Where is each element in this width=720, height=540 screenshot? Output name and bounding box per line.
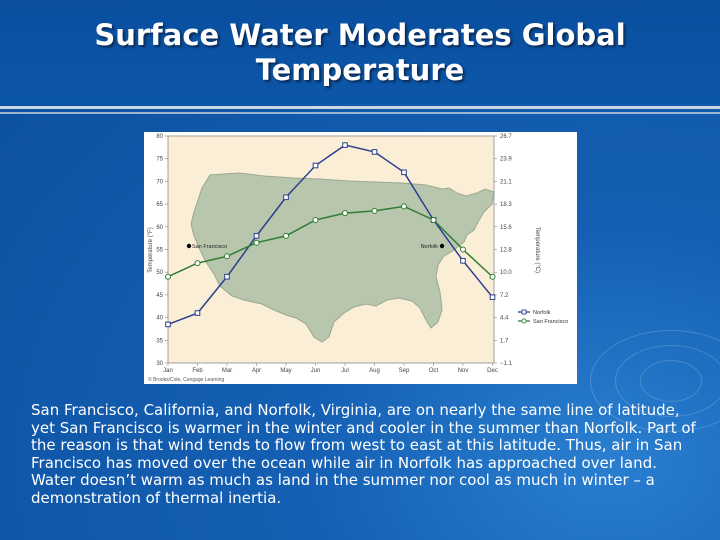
y-axis-title-left: Temperature (°F) bbox=[148, 227, 154, 272]
y-tick-label-right: 1.7 bbox=[500, 338, 509, 344]
x-tick-label: Jun bbox=[311, 368, 321, 374]
data-point-san-francisco bbox=[224, 253, 230, 260]
y-tick-label-right: 26.7 bbox=[500, 134, 512, 140]
y-tick-label-left: 80 bbox=[156, 134, 163, 140]
legend-marker-norfolk bbox=[521, 309, 527, 315]
y-tick-label-left: 70 bbox=[156, 179, 163, 185]
data-point-norfolk bbox=[371, 149, 378, 155]
y-tick-label-right: 4.4 bbox=[500, 316, 509, 322]
city-marker-san-francisco bbox=[186, 243, 192, 249]
y-tick-label-left: 45 bbox=[156, 293, 163, 299]
series-line-norfolk bbox=[167, 144, 494, 326]
data-point-norfolk bbox=[165, 321, 171, 328]
data-point-san-francisco bbox=[312, 216, 319, 223]
title-rule bbox=[0, 106, 720, 109]
x-tick-label: Apr bbox=[252, 368, 261, 374]
y-axis-title-right: Temperature (°C) bbox=[534, 227, 540, 273]
body-paragraph: San Francisco, California, and Norfolk, … bbox=[31, 401, 696, 507]
data-point-san-francisco bbox=[194, 260, 201, 267]
data-point-san-francisco bbox=[253, 239, 260, 246]
data-point-norfolk bbox=[342, 142, 348, 148]
y-tick-label-left: 75 bbox=[156, 157, 163, 163]
y-tick-label-left: 55 bbox=[156, 248, 163, 254]
data-point-san-francisco bbox=[489, 273, 496, 280]
temperature-chart: 80 75 70 65 60 55 50 45 40 35 30 26.7 23.9 21.1 18.3 15… bbox=[148, 134, 568, 383]
x-tick-label: Feb bbox=[192, 368, 203, 374]
us-map-land bbox=[190, 172, 495, 343]
city-label-norfolk: Norfolk bbox=[421, 244, 439, 250]
axes-layer: 80 75 70 65 60 55 50 45 40 35 30 26.7 23.9 21.1 18.3 15… bbox=[148, 134, 540, 374]
y-tick-label-left: 30 bbox=[156, 361, 163, 367]
legend-label: San Francisco bbox=[533, 319, 568, 325]
data-point-san-francisco bbox=[430, 216, 437, 223]
x-tick-label: Nov bbox=[458, 368, 469, 374]
chart-panel: 80 75 70 65 60 55 50 45 40 35 30 26.7 23.9 21.1 18.3 15… bbox=[144, 132, 577, 384]
y-tick-label-left: 40 bbox=[156, 316, 163, 322]
y-tick-label-right: 12.8 bbox=[500, 248, 512, 254]
data-point-san-francisco bbox=[165, 273, 171, 280]
data-point-norfolk bbox=[194, 310, 201, 316]
data-point-san-francisco bbox=[460, 246, 466, 253]
y-tick-label-left: 35 bbox=[156, 338, 163, 344]
data-point-norfolk bbox=[460, 258, 466, 264]
data-point-norfolk bbox=[312, 162, 319, 169]
x-tick-label: Mar bbox=[222, 368, 232, 374]
y-tick-label-left: 50 bbox=[156, 270, 163, 276]
y-tick-label-right: 23.9 bbox=[500, 157, 512, 163]
x-tick-label: Oct bbox=[429, 368, 439, 374]
data-point-norfolk bbox=[253, 233, 260, 239]
x-tick-label: May bbox=[280, 368, 291, 374]
city-marker-norfolk bbox=[439, 243, 445, 249]
x-tick-label: Dec bbox=[487, 368, 498, 374]
title-rule-thin bbox=[0, 112, 720, 114]
city-label-san-francisco: San Francisco bbox=[192, 244, 227, 250]
data-point-norfolk bbox=[489, 294, 496, 300]
data-point-san-francisco bbox=[342, 210, 348, 217]
data-point-san-francisco bbox=[283, 232, 289, 239]
y-tick-label-right: 10.0 bbox=[500, 270, 512, 276]
y-tick-label-right: 7.2 bbox=[500, 293, 509, 299]
y-tick-label-right: 21.1 bbox=[500, 179, 512, 185]
x-tick-label: Sep bbox=[399, 368, 410, 374]
data-point-san-francisco bbox=[371, 207, 378, 214]
y-tick-label-left: 65 bbox=[156, 202, 163, 208]
series-line-san-francisco bbox=[167, 205, 494, 278]
y-tick-label-right: 15.6 bbox=[500, 225, 512, 231]
data-point-norfolk bbox=[401, 169, 407, 176]
series-layer bbox=[165, 142, 496, 328]
data-point-san-francisco bbox=[401, 203, 407, 210]
y-tick-label-right: 18.3 bbox=[500, 202, 512, 208]
data-point-norfolk bbox=[224, 273, 230, 280]
y-tick-label-left: 60 bbox=[156, 225, 163, 231]
chart-credit: © Brooks/Cole, Cengage Learning bbox=[148, 376, 224, 383]
x-tick-label: Jan bbox=[163, 368, 173, 374]
legend-label: Norfolk bbox=[533, 310, 551, 316]
labels-layer: San Francisco Norfolk Norfolk San Francisco… bbox=[148, 243, 568, 383]
data-point-norfolk bbox=[283, 194, 289, 201]
x-tick-label: Jul bbox=[341, 368, 349, 374]
legend-marker-san-francisco bbox=[521, 318, 527, 324]
x-tick-label: Aug bbox=[369, 368, 380, 374]
y-tick-label-right: −1.1 bbox=[500, 361, 513, 367]
slide-title: Surface Water Moderates Global Temperatu… bbox=[94, 18, 626, 87]
title-band: Surface Water Moderates Global Temperatu… bbox=[0, 0, 720, 104]
